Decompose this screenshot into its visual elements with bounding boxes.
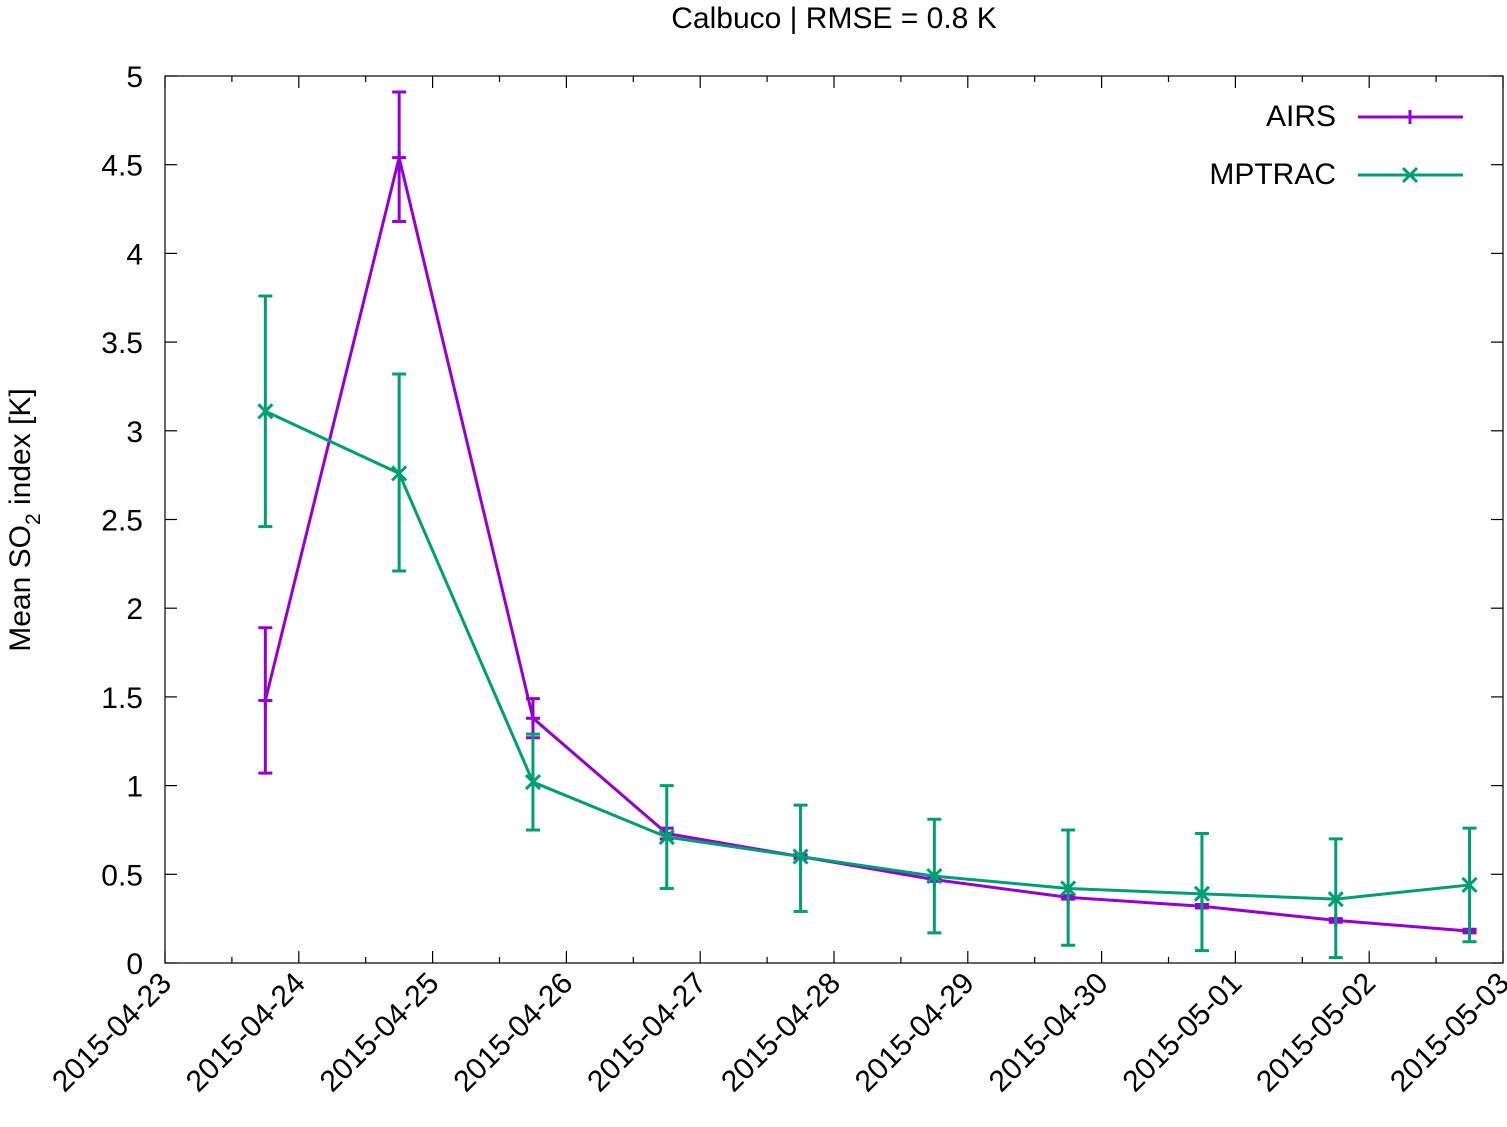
legend-label-airs: AIRS bbox=[1266, 100, 1336, 133]
series-mptrac bbox=[257, 294, 1478, 960]
cross-marker bbox=[926, 868, 943, 885]
x-tick-label: 2015-04-24 bbox=[180, 967, 312, 1099]
chart-title: Calbuco | RMSE = 0.8 K bbox=[671, 2, 996, 35]
x-tick-label: 2015-04-29 bbox=[849, 967, 981, 1099]
cross-marker bbox=[1461, 876, 1478, 894]
plot-border bbox=[164, 75, 1504, 964]
x-tick-label: 2015-04-27 bbox=[581, 967, 713, 1099]
x-tick-label: 2015-05-02 bbox=[1250, 967, 1382, 1099]
y-tick-label: 1 bbox=[126, 771, 143, 804]
plus-marker bbox=[1403, 110, 1417, 124]
x-tick-label: 2015-04-25 bbox=[314, 967, 446, 1099]
cross-marker bbox=[391, 465, 408, 482]
plus-marker bbox=[525, 711, 540, 726]
cross-marker bbox=[1060, 880, 1077, 897]
cross-marker bbox=[1327, 891, 1344, 908]
y-tick-label: 4.5 bbox=[101, 150, 143, 183]
y-axis-label-main: Mean SO bbox=[4, 525, 37, 652]
series-line-mptrac bbox=[264, 409, 1470, 901]
x-tick-label: 2015-05-03 bbox=[1384, 967, 1507, 1099]
cross-marker bbox=[792, 848, 809, 865]
y-axis-label-rest: index [K] bbox=[4, 388, 37, 513]
y-tick-label: 1.5 bbox=[101, 682, 143, 715]
legend: AIRS MPTRAC bbox=[1209, 100, 1463, 191]
x-tick-label: 2015-05-01 bbox=[1116, 967, 1248, 1099]
plus-marker bbox=[392, 150, 407, 165]
x-tick-label: 2015-04-28 bbox=[715, 967, 847, 1099]
y-tick-label: 3 bbox=[126, 416, 143, 449]
cross-marker bbox=[1193, 885, 1211, 902]
cross-marker bbox=[658, 828, 675, 846]
series-line-airs bbox=[263, 156, 1470, 933]
y-tick-label: 5 bbox=[126, 61, 143, 94]
legend-label-mptrac: MPTRAC bbox=[1209, 158, 1336, 191]
cross-marker bbox=[524, 773, 542, 791]
x-tick-label: 2015-04-26 bbox=[447, 967, 579, 1099]
y-tick-label: 2.5 bbox=[101, 505, 143, 538]
y-tick-label: 3.5 bbox=[101, 327, 143, 360]
series-airs bbox=[258, 90, 1477, 939]
axes bbox=[164, 75, 1504, 964]
legend-samples bbox=[1358, 110, 1463, 184]
series-layer bbox=[257, 90, 1478, 960]
y-axis-label-subscript: 2 bbox=[22, 513, 45, 525]
plus-marker bbox=[258, 693, 273, 708]
cross-marker bbox=[1401, 166, 1419, 184]
y-tick-label: 0.5 bbox=[101, 859, 143, 892]
cross-marker bbox=[257, 403, 274, 420]
x-tick-label: 2015-04-23 bbox=[46, 967, 178, 1099]
y-tick-label: 2 bbox=[126, 593, 143, 626]
y-tick-label: 0 bbox=[126, 948, 143, 981]
y-axis-label: Mean SO2 index [K] bbox=[4, 388, 45, 652]
y-tick-label: 4 bbox=[126, 238, 143, 271]
x-tick-label: 2015-04-30 bbox=[983, 967, 1115, 1099]
